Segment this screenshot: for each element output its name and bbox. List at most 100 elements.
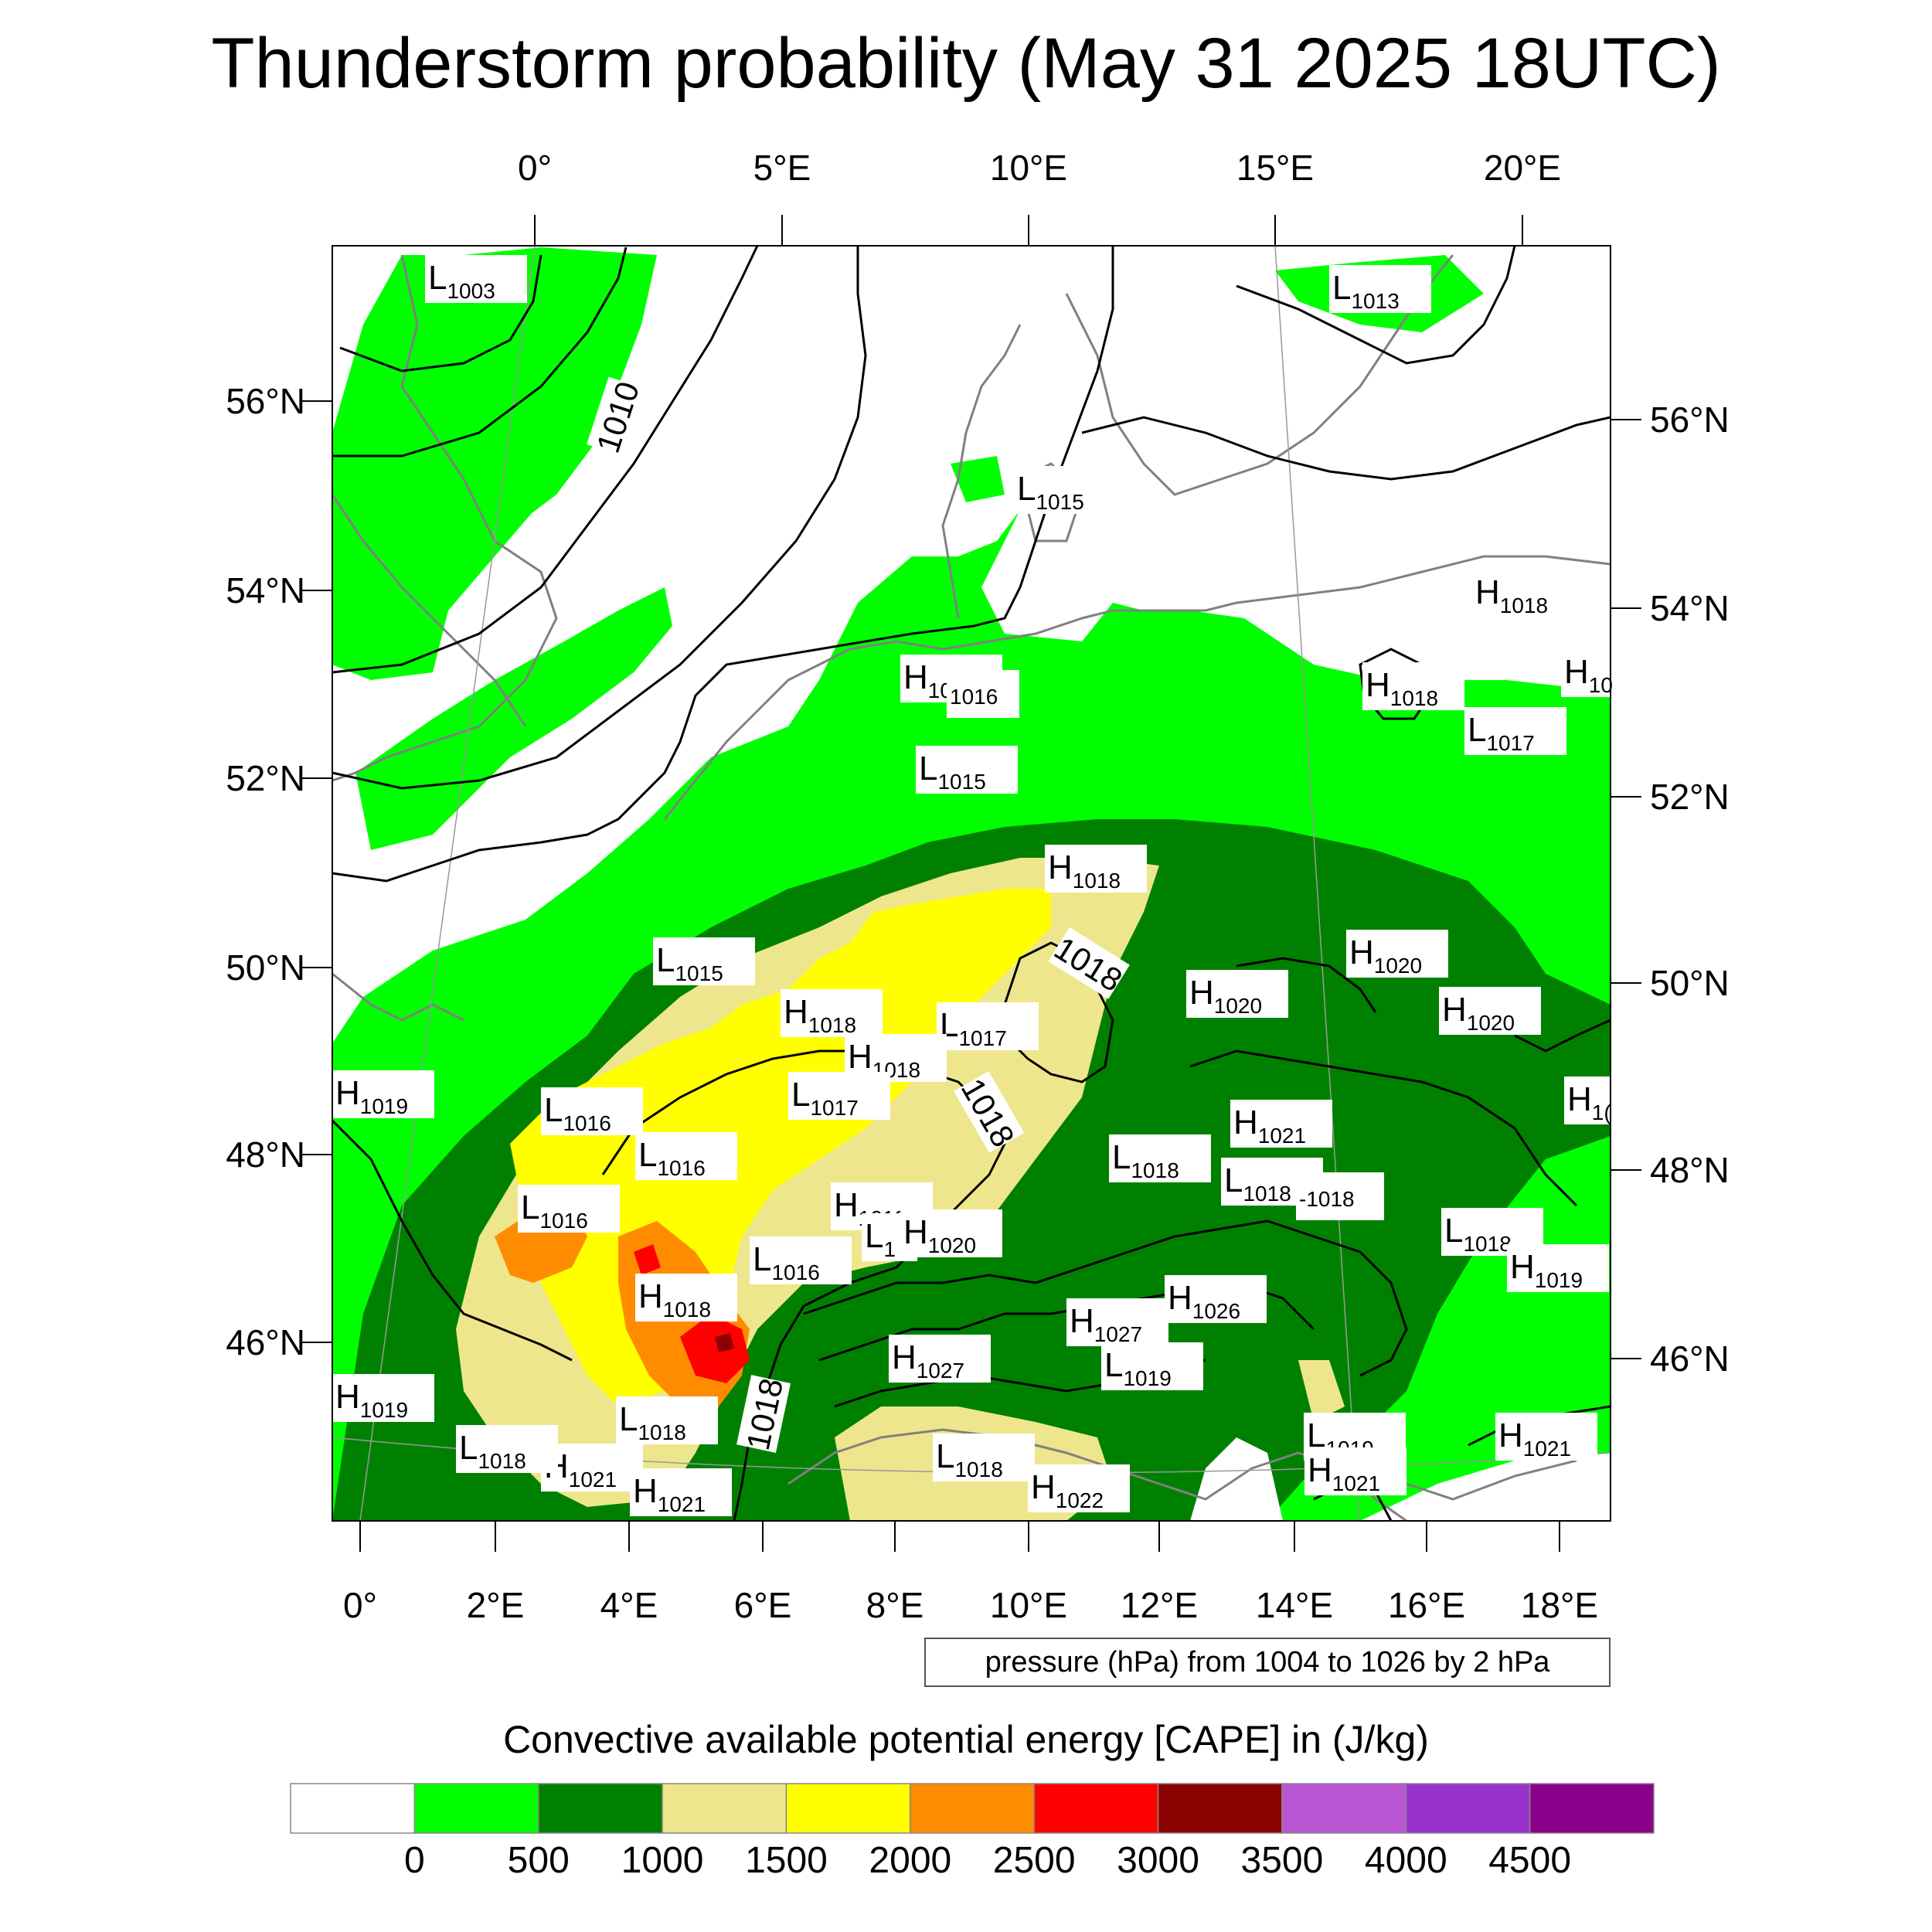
pressure-center-text: L1018 <box>1444 1212 1512 1256</box>
lat-label-left: 54°N <box>226 570 305 611</box>
isobar-east-a <box>1189 1049 1578 1207</box>
pressure-center-text: H1( <box>1567 1080 1611 1124</box>
pressure-center-box <box>1230 1100 1332 1148</box>
lon-label-bottom: 2°E <box>466 1585 525 1625</box>
isobar-baltic-north <box>1236 246 1516 365</box>
pressure-center-text: H1021 <box>1308 1451 1380 1495</box>
colorbar-swatch <box>537 1783 663 1834</box>
pressure-center-box <box>541 1087 643 1135</box>
lon-label-bottom: 14°E <box>1255 1585 1334 1625</box>
pressure-center-text: L1019 <box>1104 1346 1172 1390</box>
pressure-center-text: H1019 <box>335 1074 408 1118</box>
pressure-center-box <box>1362 662 1464 710</box>
lat-label-right: 46°N <box>1650 1338 1730 1379</box>
lon-label-top: 5°E <box>753 148 811 188</box>
pressure-center-label: H1( <box>1564 1077 1635 1124</box>
pressure-center-label: L1016 <box>541 1087 643 1135</box>
isobar-alps-a <box>803 1219 1408 1377</box>
colorbar-label: 500 <box>507 1840 570 1881</box>
pressure-center-label: L1019 <box>1101 1342 1203 1390</box>
pressure-center-label: L1013 <box>1329 265 1431 313</box>
pressure-center-label: H1020 <box>1186 970 1288 1018</box>
pressure-center-label: H1018 <box>1362 662 1464 710</box>
pressure-center-text: L1018 <box>1112 1138 1179 1182</box>
pressure-center-text: L1017 <box>791 1076 859 1120</box>
pressure-center-label: H1021 <box>1230 1100 1332 1148</box>
isobar-baltic <box>1081 416 1611 481</box>
pressure-center-box <box>1464 707 1566 755</box>
pressure-center-box <box>933 1434 1035 1481</box>
pressure-center-text: H1022 <box>1031 1468 1104 1512</box>
colorbar-label: 2000 <box>869 1840 952 1881</box>
pressure-center-box <box>518 1185 620 1233</box>
pressure-center-box <box>1304 1447 1406 1495</box>
pressure-center-box <box>630 1468 732 1516</box>
pressure-center-box <box>1346 930 1448 978</box>
colorbar-swatch <box>785 1783 911 1834</box>
lon-label-bottom: 4°E <box>600 1585 658 1625</box>
meridian-0 <box>359 246 536 1521</box>
colorbar-label: 3000 <box>1117 1840 1199 1881</box>
pressure-center-box <box>1564 1077 1635 1124</box>
cape-zone-2500-3000-b <box>634 1244 661 1275</box>
pressure-center-label: H1018 <box>1472 570 1574 617</box>
pressure-center-text: H1020 <box>1442 991 1515 1035</box>
pressure-center-label: L1016 <box>518 1185 620 1233</box>
pressure-center-box <box>1045 845 1147 893</box>
cape-field <box>332 247 1611 1521</box>
pressure-center-box <box>1439 987 1541 1035</box>
colorbar-swatch <box>290 1783 416 1834</box>
isobar-north-b <box>332 247 628 457</box>
lat-label-right: 50°N <box>1650 963 1730 1003</box>
pressure-center-label: L1018 <box>1109 1134 1211 1182</box>
pressure-center-label: L1016 <box>750 1236 852 1284</box>
pressure-center-text: L1015 <box>656 941 723 985</box>
pressure-center-box <box>1329 265 1431 313</box>
pressure-center-text: L1 <box>865 1217 896 1261</box>
pressure-center-label: 1016 <box>947 670 1019 718</box>
cape-zone-0-500-england <box>433 402 603 556</box>
colorbar <box>290 1783 1655 1834</box>
colorbar-label: 1000 <box>621 1840 704 1881</box>
pressure-center-text: L1016 <box>753 1240 820 1284</box>
lon-label-bottom: 0° <box>343 1585 377 1625</box>
pressure-center-box <box>1028 1464 1130 1512</box>
pressure-center-text: H1019 <box>1510 1248 1583 1292</box>
pressure-center-label: L1015 <box>1014 466 1116 514</box>
pressure-center-text: H1027 <box>892 1338 964 1383</box>
lat-label-left: 48°N <box>226 1134 305 1175</box>
pressure-center-label: L1018 <box>456 1425 558 1473</box>
pressure-center-text: H1020 <box>1189 974 1262 1018</box>
pressure-center-box <box>947 670 1019 718</box>
pressure-center-box <box>1495 1413 1597 1461</box>
lon-label-top: 0° <box>518 148 552 188</box>
pressure-center-text: H1018 <box>784 993 856 1037</box>
pressure-center-box <box>750 1236 852 1284</box>
pressure-center-label: L1018 <box>1441 1208 1543 1256</box>
pressure-center-box <box>889 1335 991 1383</box>
pressure-center-box <box>653 937 755 985</box>
pressure-center-text: L1016 <box>521 1189 588 1233</box>
lat-label-right: 48°N <box>1650 1150 1730 1190</box>
lat-label-left: 50°N <box>226 947 305 988</box>
pressure-center-text: H1019 <box>335 1378 408 1422</box>
colorbar-swatch <box>662 1783 787 1834</box>
tick-marks <box>301 215 1641 1552</box>
pressure-center-text: L1013 <box>1332 269 1400 313</box>
pressure-center-text: L1018 <box>459 1429 526 1473</box>
pressure-center-box <box>916 746 1018 794</box>
pressure-center-box <box>332 1374 434 1422</box>
pressure-center-label: H1026 <box>1165 1275 1267 1323</box>
pressure-center-text: -1018 <box>1299 1187 1355 1211</box>
lon-label-bottom: 18°E <box>1520 1585 1599 1625</box>
isobar-1010 <box>332 246 759 674</box>
pressure-center-text: L1017 <box>1468 711 1535 755</box>
pressure-center-label: L1017 <box>788 1072 890 1120</box>
pressure-center-text: H1021 <box>1498 1417 1571 1461</box>
pressure-center-text: H1018 <box>1475 573 1548 617</box>
coastline-continent <box>663 555 1611 820</box>
pressure-center-label: H1018 <box>1045 845 1147 893</box>
cape-zone-2500-3000 <box>680 1314 750 1383</box>
lon-label-top: 10°E <box>989 148 1068 188</box>
pressure-center-label: H1020 <box>1439 987 1541 1035</box>
